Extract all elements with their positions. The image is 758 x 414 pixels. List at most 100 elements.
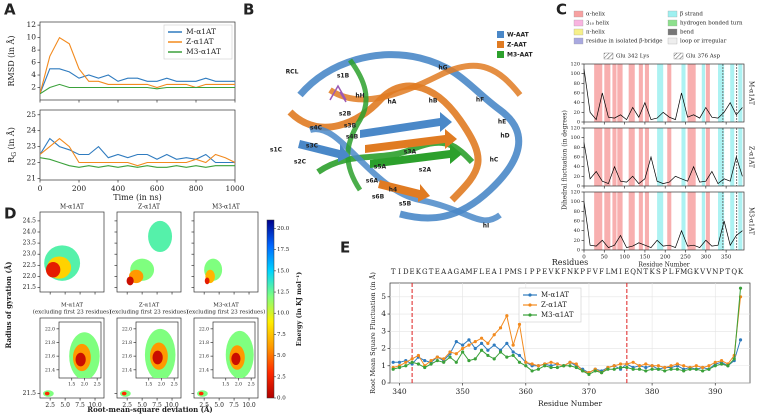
residue-label: A xyxy=(491,268,498,276)
y-tick-label: 40 xyxy=(574,100,580,106)
data-line xyxy=(40,83,235,95)
panel-label: A xyxy=(4,1,16,19)
legend-swatch xyxy=(497,41,504,48)
legend-label: M-α1AT xyxy=(186,27,216,36)
x-tick-label: 2.5 xyxy=(94,382,101,388)
y-tick-label: 10 xyxy=(26,33,36,42)
helix-band xyxy=(644,128,649,186)
residue-label: K xyxy=(649,268,655,276)
residue-label: P xyxy=(504,268,509,276)
helix-band xyxy=(617,192,623,250)
residue-label: E xyxy=(485,268,490,276)
residue-label: M xyxy=(465,268,472,276)
chart-title: Residues xyxy=(552,258,589,267)
residue-label: G xyxy=(687,268,693,276)
x-tick-label: 50 xyxy=(601,254,608,260)
legend-label: β strand xyxy=(680,12,703,18)
helix-band xyxy=(604,192,611,250)
y-tick-label: 60 xyxy=(574,155,580,161)
data-point xyxy=(593,369,597,373)
helix-band xyxy=(594,64,603,122)
energy-region xyxy=(45,262,61,278)
residue-label: I xyxy=(499,268,502,276)
strand-band xyxy=(738,192,743,250)
colorbar-tick-label: 5.0 xyxy=(277,353,286,359)
x-tick-label: 800 xyxy=(189,184,204,193)
data-line xyxy=(583,201,743,249)
panel-title: Z-α1AT xyxy=(748,146,755,168)
strand-band xyxy=(701,64,706,122)
x-tick-label: 370 xyxy=(582,387,597,396)
residue-label: N xyxy=(567,268,573,276)
x-tick-label: 0 xyxy=(582,254,586,260)
data-point xyxy=(517,322,522,326)
helix-band xyxy=(644,192,649,250)
strand-band xyxy=(738,64,743,122)
data-point xyxy=(663,365,667,370)
data-point xyxy=(517,353,522,358)
helix-band xyxy=(612,128,617,186)
x-axis-label: Time (in ns) xyxy=(113,193,162,202)
residue-label: F xyxy=(587,268,592,276)
y-tick-label: 0 xyxy=(381,378,386,387)
y-tick-label: 25 xyxy=(26,110,36,119)
y-tick-label: 21.5 xyxy=(23,390,37,397)
structure-label: hH xyxy=(355,93,364,100)
helix-band xyxy=(687,64,696,122)
helix-band xyxy=(617,128,623,186)
x-tick-label: 380 xyxy=(645,387,660,396)
structure-label: s1C xyxy=(270,147,283,154)
y-tick-label: 24 xyxy=(26,126,36,135)
strand-band xyxy=(730,192,735,250)
strand-band xyxy=(718,128,725,186)
data-point xyxy=(549,365,553,370)
panel-label: B xyxy=(243,1,254,19)
data-point xyxy=(505,314,509,318)
helix-band xyxy=(617,64,623,122)
helix-band xyxy=(687,128,696,186)
energy-region xyxy=(126,276,134,286)
y-tick-label: 0 xyxy=(577,120,580,126)
helix-band xyxy=(612,192,617,250)
y-tick-label: 21.8 xyxy=(122,340,132,346)
structure-label: s2C xyxy=(294,159,307,166)
data-point xyxy=(473,357,477,361)
data-point xyxy=(511,353,515,358)
colorbar-tick-label: 20.0 xyxy=(277,226,290,232)
residue-label: M xyxy=(680,268,687,276)
strand-band xyxy=(701,192,706,250)
legend-label: 3₁₀ helix xyxy=(586,21,610,27)
y-tick-label: 20 xyxy=(574,174,580,180)
legend-label: α-helix xyxy=(586,12,606,18)
y-tick-label: 40 xyxy=(574,164,580,170)
helix-band xyxy=(667,192,672,250)
panel-title: M3-α1AT xyxy=(212,204,240,211)
data-point xyxy=(404,360,408,364)
y-tick-label: 60 xyxy=(574,219,580,225)
data-point xyxy=(486,348,490,352)
strand-band xyxy=(657,128,664,186)
y-tick-label: 21.8 xyxy=(45,340,55,346)
structure-label: s4C xyxy=(310,125,323,132)
panel-title: M-α1AT xyxy=(61,303,83,309)
strand-band xyxy=(657,192,664,250)
y-tick-label: 3 xyxy=(381,326,386,335)
y-tick-label: 21.6 xyxy=(45,354,55,360)
data-line xyxy=(583,142,743,185)
legend-label: Z-α1AT xyxy=(541,301,567,309)
plot-frame xyxy=(39,21,236,101)
data-point xyxy=(479,348,484,352)
data-point xyxy=(713,360,717,364)
data-point xyxy=(486,353,490,358)
residue-label: A xyxy=(459,268,466,276)
colorbar-label: Energy (in KJ mol⁻¹) xyxy=(295,272,303,346)
helix-band xyxy=(594,128,603,186)
helix-band xyxy=(644,64,649,122)
structure-label: hB xyxy=(429,98,438,105)
residue-label: V xyxy=(699,268,706,276)
y-tick-label: 120 xyxy=(570,126,580,132)
residue-label: Q xyxy=(630,268,636,276)
helix-band xyxy=(638,128,643,186)
legend-swatch xyxy=(573,10,584,18)
